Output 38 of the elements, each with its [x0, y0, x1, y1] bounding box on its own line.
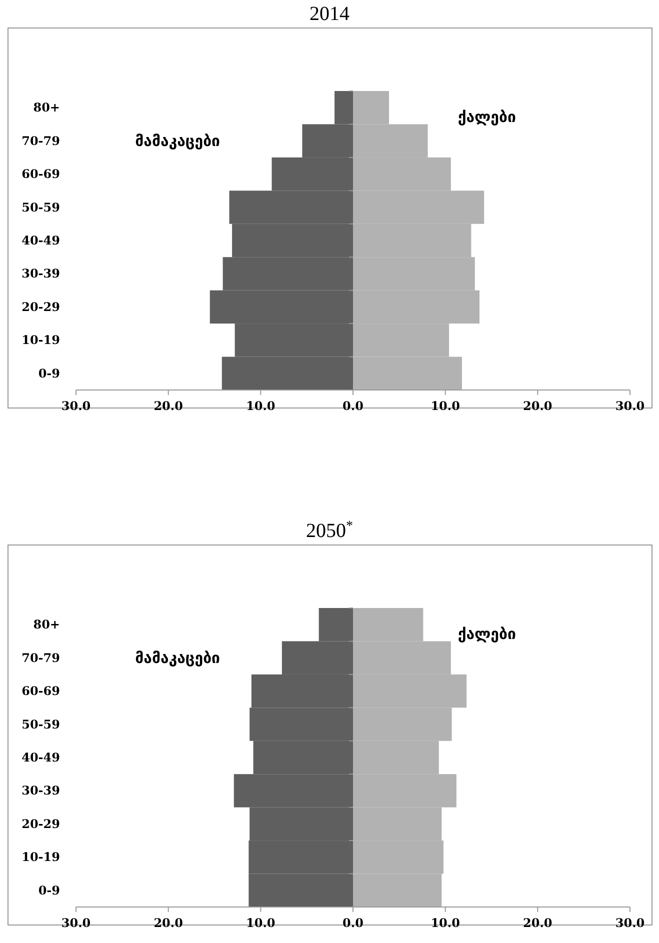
text: ქალები	[458, 108, 516, 126]
y-tick-label: 10-19	[22, 850, 60, 864]
y-tick-label: 20-29	[22, 816, 60, 831]
chart-title: 2050$^{*}$	[306, 518, 353, 542]
y-tick-label: 80+	[33, 618, 60, 632]
y-tick-label: 10-19	[22, 333, 60, 348]
x-tick-label: 20.0	[154, 916, 183, 930]
y-tick-label: 20-29	[22, 300, 60, 314]
x-tick-label: 10.0	[430, 916, 460, 930]
y-tick-label: 30-39	[22, 784, 60, 798]
y-tick-label: 0-9	[38, 366, 60, 380]
x-tick-label: 0.0	[342, 399, 364, 413]
y-tick-label: 50-59	[22, 200, 60, 214]
x-tick-label: 20.0	[523, 399, 552, 413]
x-tick-label: 10.0	[246, 916, 276, 930]
x-tick-label: 30.0	[61, 399, 91, 413]
text: მამაკაცები	[135, 132, 220, 150]
y-tick-label: 70-79	[22, 650, 60, 665]
y-tick-label: 30-39	[22, 266, 60, 281]
series-label: ქალები	[458, 625, 516, 644]
x-tick-label: 10.0	[430, 399, 460, 413]
y-tick-label: 40-49	[22, 750, 60, 764]
y-tick-label: 50-59	[22, 717, 60, 732]
x-tick-label: 0.0	[342, 916, 364, 930]
y-tick-label: 70-79	[22, 134, 60, 148]
x-tick-label: 30.0	[615, 916, 645, 930]
y-tick-label: 0-9	[38, 883, 60, 898]
y-tick-label: 60-69	[22, 684, 60, 698]
y-tick-label: 80+	[33, 100, 60, 115]
y-tick-label: 40-49	[22, 234, 60, 248]
x-tick-label: 20.0	[154, 399, 183, 413]
x-tick-label: 20.0	[523, 916, 552, 930]
text: მამაკაცები	[135, 648, 220, 667]
chart-title: 2014	[310, 3, 350, 25]
x-tick-label: 30.0	[61, 916, 91, 930]
y-tick-label: 60-69	[22, 167, 60, 182]
x-tick-label: 30.0	[615, 399, 645, 413]
x-tick-label: 10.0	[246, 399, 276, 413]
